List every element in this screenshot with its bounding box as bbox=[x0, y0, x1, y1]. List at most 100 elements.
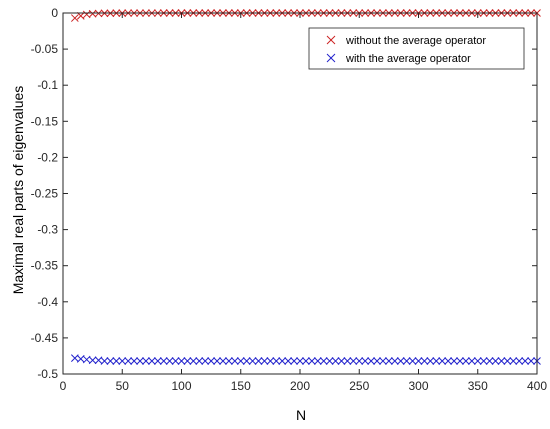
data-point-s1-8 bbox=[118, 357, 127, 365]
data-point-s1-21 bbox=[195, 357, 204, 365]
y-tick-label-3: -0.15 bbox=[31, 114, 59, 128]
legend-label-without: without the average operator bbox=[345, 35, 486, 47]
data-point-s1-30 bbox=[248, 357, 257, 365]
data-point-s1-40 bbox=[307, 357, 316, 365]
x-tick-label-3: 150 bbox=[231, 379, 251, 393]
data-point-s1-16 bbox=[165, 357, 174, 365]
y-tick-label-8: -0.4 bbox=[37, 295, 58, 309]
data-point-s1-14 bbox=[153, 357, 162, 365]
data-point-s1-13 bbox=[148, 357, 156, 365]
data-point-s1-56 bbox=[402, 357, 411, 365]
data-point-s1-22 bbox=[201, 357, 210, 365]
data-point-s1-17 bbox=[171, 357, 180, 365]
data-point-s1-33 bbox=[266, 357, 275, 365]
data-point-s1-65 bbox=[456, 357, 464, 365]
data-point-s1-3 bbox=[88, 356, 97, 365]
data-point-s1-34 bbox=[272, 357, 281, 365]
data-point-s1-55 bbox=[396, 357, 405, 365]
x-tick-label-7: 350 bbox=[468, 379, 488, 393]
data-point-s1-23 bbox=[207, 357, 215, 365]
y-tick-label-6: -0.3 bbox=[37, 223, 58, 237]
data-point-s1-53 bbox=[385, 357, 393, 365]
data-point-s1-51 bbox=[373, 357, 381, 365]
data-point-s1-74 bbox=[509, 357, 518, 365]
data-point-s1-76 bbox=[521, 357, 530, 365]
data-point-s1-69 bbox=[479, 357, 488, 365]
y-axis-title: Maximal real parts of eigenvalues bbox=[10, 86, 26, 295]
y-tick-label-1: -0.05 bbox=[31, 42, 59, 56]
data-point-s1-72 bbox=[497, 357, 506, 365]
data-point-s1-39 bbox=[302, 357, 310, 365]
data-point-s1-11 bbox=[136, 357, 144, 365]
data-point-s0-1 bbox=[76, 12, 85, 20]
data-point-s1-6 bbox=[106, 357, 115, 365]
y-tick-label-4: -0.2 bbox=[37, 150, 58, 164]
x-tick-label-4: 200 bbox=[290, 379, 310, 393]
data-point-s1-58 bbox=[414, 357, 423, 365]
data-point-s1-75 bbox=[515, 357, 524, 365]
data-point-s1-31 bbox=[254, 357, 263, 365]
x-tick-label-5: 250 bbox=[349, 379, 369, 393]
data-point-s1-41 bbox=[313, 357, 322, 365]
data-point-s1-12 bbox=[142, 357, 150, 365]
data-point-s1-36 bbox=[284, 357, 293, 365]
data-point-s1-49 bbox=[361, 357, 370, 365]
data-point-s1-60 bbox=[426, 357, 435, 365]
x-tick-label-8: 400 bbox=[527, 379, 547, 393]
data-point-s1-29 bbox=[242, 357, 251, 365]
data-point-s1-63 bbox=[444, 357, 452, 365]
y-tick-label-7: -0.35 bbox=[31, 259, 59, 273]
axis-ticks: 0 50 100 150 200 250 300 350 400 0 -0.05 -0.1 -0.15 -… bbox=[31, 6, 548, 393]
data-point-s1-10 bbox=[130, 357, 138, 365]
data-point-s1-67 bbox=[467, 357, 476, 365]
plot-area-frame bbox=[62, 12, 538, 375]
data-point-s1-32 bbox=[260, 357, 269, 365]
data-point-s1-62 bbox=[438, 357, 447, 365]
data-point-s1-25 bbox=[219, 357, 227, 365]
legend-box bbox=[308, 27, 525, 70]
legend-marker-with-stroke-2 bbox=[326, 53, 336, 63]
data-point-s1-38 bbox=[296, 357, 304, 365]
data-point-s1-44 bbox=[331, 357, 340, 365]
data-point-s1-59 bbox=[420, 357, 429, 365]
data-point-s0-0 bbox=[70, 14, 79, 22]
legend-marker-without bbox=[326, 35, 336, 45]
data-point-s1-20 bbox=[189, 357, 198, 365]
data-point-s1-50 bbox=[367, 357, 375, 365]
data-point-s1-48 bbox=[355, 357, 364, 365]
data-point-s1-28 bbox=[236, 357, 245, 365]
data-point-s1-5 bbox=[100, 357, 109, 365]
data-point-s1-68 bbox=[473, 357, 482, 365]
x-axis-title: N bbox=[296, 407, 306, 423]
y-tick-label-9: -0.45 bbox=[31, 331, 59, 345]
data-point-s1-9 bbox=[124, 357, 133, 365]
data-point-s1-7 bbox=[112, 357, 121, 365]
legend: without the average operator with the av… bbox=[308, 27, 525, 70]
data-point-s1-27 bbox=[230, 357, 239, 365]
series-1 bbox=[70, 354, 541, 365]
data-point-s1-73 bbox=[503, 357, 512, 365]
legend-label-with: with the average operator bbox=[345, 53, 471, 65]
data-point-s1-15 bbox=[159, 357, 168, 365]
y-tick-label-0: 0 bbox=[51, 6, 58, 20]
data-point-s0-3 bbox=[88, 9, 97, 18]
data-point-s1-24 bbox=[213, 357, 221, 365]
legend-marker-without-stroke-2 bbox=[326, 35, 336, 45]
data-point-s1-45 bbox=[337, 357, 346, 365]
data-point-s1-19 bbox=[183, 357, 192, 365]
y-tick-label-2: -0.1 bbox=[37, 78, 58, 92]
data-point-s1-52 bbox=[379, 357, 387, 365]
data-point-s1-64 bbox=[450, 357, 458, 365]
x-tick-label-2: 100 bbox=[171, 379, 191, 393]
data-point-s1-57 bbox=[408, 357, 417, 365]
x-tick-label-1: 50 bbox=[116, 379, 130, 393]
data-point-s1-35 bbox=[278, 357, 287, 365]
data-point-s1-37 bbox=[290, 357, 298, 365]
data-point-s1-18 bbox=[177, 357, 186, 365]
x-tick-label-6: 300 bbox=[408, 379, 428, 393]
data-point-s1-66 bbox=[462, 357, 470, 365]
legend-marker-with bbox=[326, 53, 336, 63]
data-point-s1-46 bbox=[343, 357, 352, 365]
data-point-s1-47 bbox=[349, 357, 358, 365]
